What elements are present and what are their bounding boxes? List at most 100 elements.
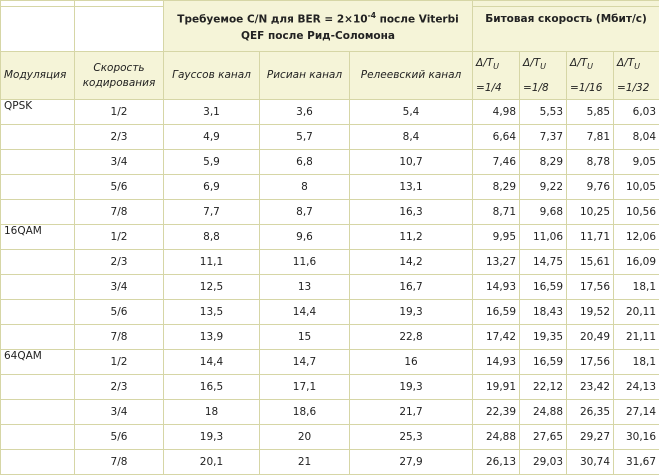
modulation-cell <box>1 375 75 400</box>
cn-value-cell: 8,8 <box>164 225 260 250</box>
bitrate-value-cell: 11,71 <box>567 225 614 250</box>
coding-rate-cell: 7/8 <box>75 325 164 350</box>
modulation-cell <box>1 200 75 225</box>
cn-value-cell: 17,1 <box>260 375 350 400</box>
coding-rate-cell: 1/2 <box>75 225 164 250</box>
bitrate-value-cell: 20,11 <box>614 300 659 325</box>
cn-value-cell: 3,1 <box>164 100 260 125</box>
cn-value-cell: 11,1 <box>164 250 260 275</box>
bitrate-value-cell: 19,52 <box>567 300 614 325</box>
coding-rate-cell: 5/6 <box>75 425 164 450</box>
bitrate-value-cell: 12,06 <box>614 225 659 250</box>
column-header-rician: Рисиан канал <box>260 52 350 100</box>
column-header-guard-1-32: Δ/TU=1/32 <box>614 52 659 100</box>
bitrate-value-cell: 10,05 <box>614 175 659 200</box>
coding-rate-cell: 7/8 <box>75 450 164 475</box>
bitrate-value-cell: 5,85 <box>567 100 614 125</box>
cn-value-cell: 21,7 <box>350 400 473 425</box>
cn-value-cell: 16,3 <box>350 200 473 225</box>
cn-value-cell: 16,7 <box>350 275 473 300</box>
bitrate-value-cell: 4,98 <box>473 100 520 125</box>
coding-rate-cell: 2/3 <box>75 125 164 150</box>
bitrate-title: Битовая скорость (Мбит/с) <box>473 7 659 52</box>
modulation-cell <box>1 425 75 450</box>
coding-rate-cell: 1/2 <box>75 100 164 125</box>
cn-value-cell: 18 <box>164 400 260 425</box>
cn-title-exponent: -4 <box>368 11 376 20</box>
bitrate-value-cell: 8,04 <box>614 125 659 150</box>
bitrate-value-cell: 30,16 <box>614 425 659 450</box>
bitrate-value-cell: 5,53 <box>520 100 567 125</box>
cn-value-cell: 15 <box>260 325 350 350</box>
bitrate-value-cell: 9,76 <box>567 175 614 200</box>
bitrate-value-cell: 16,09 <box>614 250 659 275</box>
cn-value-cell: 16 <box>350 350 473 375</box>
header-blank-cell <box>75 7 164 52</box>
cn-title-text: Требуемое C/N для BER = 2×10 <box>177 13 367 25</box>
cn-value-cell: 19,3 <box>164 425 260 450</box>
coding-rate-cell: 5/6 <box>75 175 164 200</box>
modulation-cell <box>1 300 75 325</box>
coding-rate-cell: 3/4 <box>75 150 164 175</box>
bitrate-value-cell: 14,75 <box>520 250 567 275</box>
cn-value-cell: 5,7 <box>260 125 350 150</box>
column-header-gaussian: Гауссов канал <box>164 52 260 100</box>
cn-value-cell: 20,1 <box>164 450 260 475</box>
bitrate-value-cell: 8,71 <box>473 200 520 225</box>
bitrate-value-cell: 19,91 <box>473 375 520 400</box>
cn-value-cell: 13 <box>260 275 350 300</box>
cn-requirement-title: Требуемое C/N для BER = 2×10-4 после Vit… <box>164 1 473 52</box>
modulation-cell <box>1 250 75 275</box>
bitrate-value-cell: 17,42 <box>473 325 520 350</box>
bitrate-value-cell: 29,27 <box>567 425 614 450</box>
cn-value-cell: 18,6 <box>260 400 350 425</box>
bitrate-value-cell: 8,29 <box>520 150 567 175</box>
column-header-coding-rate: Скорость кодирования <box>75 52 164 100</box>
cn-value-cell: 8,7 <box>260 200 350 225</box>
bitrate-value-cell: 26,13 <box>473 450 520 475</box>
cn-value-cell: 3,6 <box>260 100 350 125</box>
modulation-cell <box>1 175 75 200</box>
cn-value-cell: 10,7 <box>350 150 473 175</box>
bitrate-value-cell: 17,56 <box>567 350 614 375</box>
cn-value-cell: 22,8 <box>350 325 473 350</box>
coding-rate-cell: 7/8 <box>75 200 164 225</box>
bitrate-value-cell: 18,1 <box>614 350 659 375</box>
bitrate-value-cell: 9,95 <box>473 225 520 250</box>
table-container: Требуемое C/N для BER = 2×10-4 после Vit… <box>0 0 659 458</box>
bitrate-value-cell: 24,88 <box>520 400 567 425</box>
modulation-cell <box>1 400 75 425</box>
column-header-modulation: Модуляция <box>1 52 75 100</box>
bitrate-value-cell: 9,68 <box>520 200 567 225</box>
header-blank-cell <box>1 7 75 52</box>
bitrate-value-cell: 24,88 <box>473 425 520 450</box>
bitrate-value-cell: 20,49 <box>567 325 614 350</box>
bitrate-value-cell: 7,37 <box>520 125 567 150</box>
cn-value-cell: 4,9 <box>164 125 260 150</box>
coding-rate-cell: 3/4 <box>75 275 164 300</box>
coding-rate-cell: 2/3 <box>75 375 164 400</box>
bitrate-value-cell: 22,12 <box>520 375 567 400</box>
modulation-cell <box>1 125 75 150</box>
bitrate-value-cell: 7,46 <box>473 150 520 175</box>
modulation-cell: 64QAM <box>1 350 75 375</box>
bitrate-value-cell: 26,35 <box>567 400 614 425</box>
cn-value-cell: 13,5 <box>164 300 260 325</box>
cn-value-cell: 19,3 <box>350 375 473 400</box>
bitrate-value-cell: 9,22 <box>520 175 567 200</box>
cn-value-cell: 7,7 <box>164 200 260 225</box>
bitrate-value-cell: 14,93 <box>473 350 520 375</box>
cn-value-cell: 19,3 <box>350 300 473 325</box>
column-header-guard-1-16: Δ/TU=1/16 <box>567 52 614 100</box>
cn-value-cell: 14,2 <box>350 250 473 275</box>
